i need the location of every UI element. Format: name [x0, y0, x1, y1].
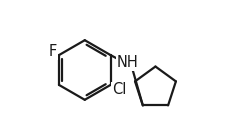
Text: Cl: Cl: [112, 82, 126, 97]
Text: F: F: [49, 44, 57, 59]
Text: NH: NH: [117, 55, 139, 70]
